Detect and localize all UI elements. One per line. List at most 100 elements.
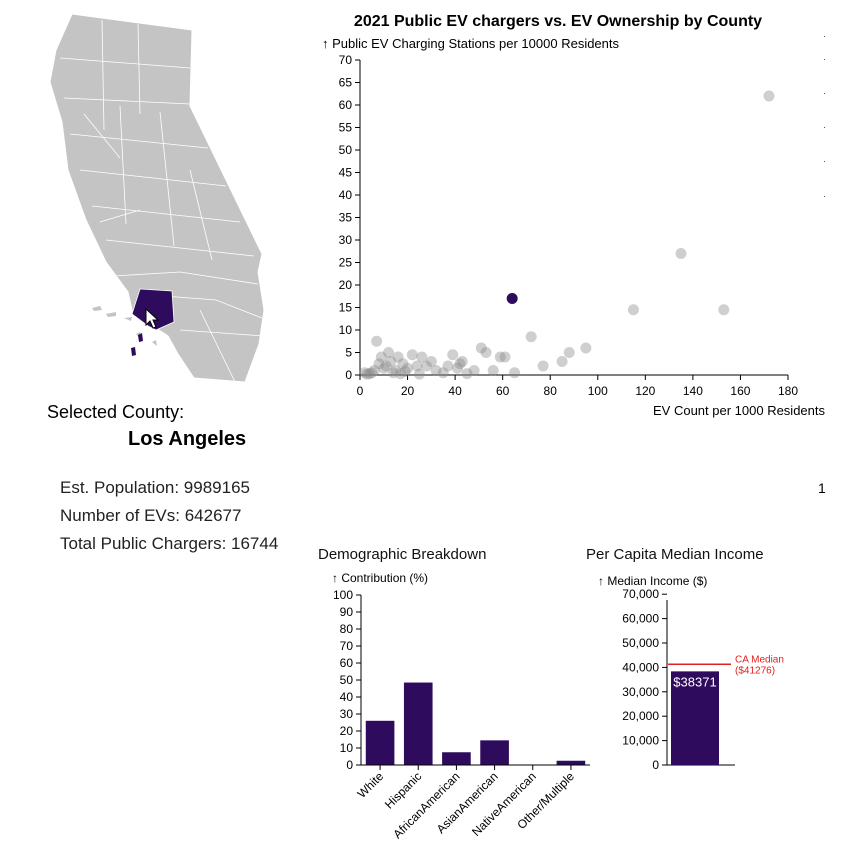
scatter-point[interactable] <box>366 367 378 379</box>
scatter-point[interactable] <box>442 360 454 372</box>
scatter-y-tick-label: 45 <box>339 166 353 180</box>
scatter-point[interactable] <box>475 342 487 354</box>
scatter-point[interactable] <box>373 358 385 370</box>
scatter-point[interactable] <box>456 356 468 367</box>
scatter-y-tick-label: 40 <box>339 188 353 202</box>
scatter-point[interactable] <box>364 368 376 380</box>
scatter-point[interactable] <box>487 365 499 376</box>
scatter-point[interactable] <box>437 367 449 379</box>
scatter-point[interactable] <box>383 347 395 358</box>
ev-count-stat: Number of EVs: 642677 <box>60 506 242 525</box>
scatter-point[interactable] <box>454 358 466 370</box>
scatter-point[interactable] <box>411 360 423 372</box>
demographic-bar[interactable] <box>442 752 471 765</box>
scatter-point[interactable] <box>402 362 414 374</box>
scatter-y-axis: 0 5 10 15 20 25 30 35 40 45 50 55 60 65 70 <box>339 53 361 382</box>
demographic-y-tick-label: 80 <box>340 622 354 636</box>
scatter-y-tick-label: 55 <box>339 121 353 135</box>
scatter-point[interactable] <box>556 356 568 367</box>
scatter-y-tick-label: 35 <box>339 211 353 225</box>
demographic-bar[interactable] <box>365 720 395 765</box>
demographic-y-tick-label: 60 <box>340 656 354 670</box>
scatter-point[interactable] <box>421 360 433 372</box>
scatter-y-tick-label: 65 <box>339 76 353 90</box>
demographic-chart-title: Demographic Breakdown <box>318 546 487 563</box>
cursor-arrow-icon <box>145 307 160 329</box>
scatter-point[interactable] <box>399 365 411 377</box>
scatter-point[interactable] <box>385 356 397 367</box>
scatter-point[interactable] <box>371 335 383 347</box>
scatter-point[interactable] <box>368 365 380 376</box>
scatter-point[interactable] <box>387 367 399 379</box>
scatter-point[interactable] <box>425 356 437 367</box>
scatter-point[interactable] <box>675 248 687 259</box>
scatter-point-selected[interactable] <box>506 293 518 304</box>
scatter-y-axis-label: ↑ Public EV Charging Stations per 10000 … <box>322 36 620 51</box>
scatter-point[interactable] <box>468 365 480 376</box>
selected-county-region[interactable] <box>131 288 175 331</box>
scatter-point[interactable] <box>480 347 492 358</box>
scatter-point[interactable] <box>397 358 409 370</box>
scatter-x-tick-label: 180 <box>778 384 798 398</box>
scatter-point[interactable] <box>359 367 371 379</box>
demographic-bar[interactable] <box>403 682 433 765</box>
scatter-y-tick-label: 30 <box>339 233 353 247</box>
scatter-x-tick-label: 0 <box>357 384 364 398</box>
scatter-point[interactable] <box>563 347 575 358</box>
scatter-title: 2021 Public EV chargers vs. EV Ownership… <box>354 13 762 30</box>
county-borders <box>59 19 265 385</box>
scatter-point[interactable] <box>525 331 537 343</box>
scatter-point[interactable] <box>461 368 473 380</box>
demographic-y-axis-label: ↑ Contribution (%) <box>332 571 428 585</box>
scatter-point[interactable] <box>406 349 418 361</box>
scatter-point[interactable] <box>416 351 428 363</box>
scatter-point[interactable] <box>580 342 592 354</box>
demographic-bar[interactable] <box>480 740 509 765</box>
scatter-point[interactable] <box>499 351 511 363</box>
scatter-y-tick-label: 10 <box>339 323 353 337</box>
scatter-point[interactable] <box>390 365 402 376</box>
scatter-point[interactable] <box>378 362 390 374</box>
demographic-y-tick-label: 50 <box>340 673 354 687</box>
scatter-point[interactable] <box>627 304 639 316</box>
income-y-tick-label: 0 <box>652 758 659 772</box>
selected-county-name: Los Angeles <box>128 428 247 450</box>
selected-county-islands <box>131 333 143 356</box>
scatter-point[interactable] <box>447 349 459 361</box>
scatter-x-tick-label: 100 <box>588 384 608 398</box>
demographic-y-tick-label: 40 <box>340 690 354 704</box>
income-y-tick-label: 40,000 <box>622 660 659 674</box>
ca-median-value-label: ($41276) <box>735 665 775 676</box>
scatter-x-tick-label: 120 <box>635 384 655 398</box>
scatter-point[interactable] <box>430 365 442 376</box>
income-bar[interactable] <box>671 671 719 765</box>
scatter-y-tick-label: 25 <box>339 256 353 270</box>
scatter-point[interactable] <box>763 90 775 102</box>
scatter-point[interactable] <box>380 360 392 372</box>
income-bar-value-label: $38371 <box>673 674 716 689</box>
scatter-chart: 2021 Public EV chargers vs. EV Ownership… <box>322 13 825 418</box>
scatter-point[interactable] <box>392 351 404 363</box>
scatter-point[interactable] <box>361 368 373 380</box>
scatter-point[interactable] <box>375 351 387 363</box>
scatter-point[interactable] <box>494 351 506 363</box>
scatter-point[interactable] <box>413 368 425 380</box>
demographic-y-axis: 0 10 20 30 40 50 60 70 80 90 100 <box>333 588 362 772</box>
charger-count-stat: Total Public Chargers: 16744 <box>60 534 279 553</box>
scatter-point[interactable] <box>537 360 549 372</box>
demographic-x-tick-label: AfricanAmerican <box>390 769 462 841</box>
income-y-tick-label: 70,000 <box>622 587 659 601</box>
scatter-point[interactable] <box>509 367 521 379</box>
scatter-point[interactable] <box>451 362 463 374</box>
income-y-tick-label: 20,000 <box>622 709 659 723</box>
scatter-points <box>359 90 775 380</box>
scatter-point[interactable] <box>394 368 406 380</box>
demographic-y-tick-label: 90 <box>340 605 354 619</box>
demographic-bar[interactable] <box>556 760 586 765</box>
ca-median-label: CA Median <box>735 654 784 665</box>
demographic-y-tick-label: 0 <box>346 758 353 772</box>
california-county-map[interactable] <box>40 10 280 390</box>
demographic-x-tick-label: White <box>355 769 387 801</box>
scatter-point[interactable] <box>718 304 730 316</box>
income-y-tick-label: 60,000 <box>622 612 659 626</box>
